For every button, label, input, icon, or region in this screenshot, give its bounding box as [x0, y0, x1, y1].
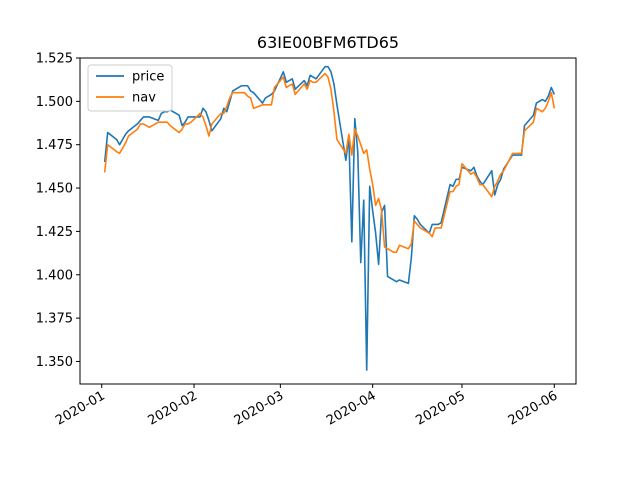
series-line-nav: [103, 72, 556, 254]
y-tick-label: 1.425: [36, 225, 73, 240]
plot-frame: [79, 57, 577, 385]
legend-label-price: price: [132, 70, 164, 85]
y-tick-label: 1.350: [36, 355, 73, 370]
legend: price nav: [87, 64, 173, 112]
y-tick-label: 1.500: [36, 95, 73, 110]
series-layer: [103, 65, 556, 371]
y-tick-label: 1.475: [36, 138, 73, 153]
series-line-price: [103, 65, 556, 371]
y-tick-label: 1.450: [36, 182, 73, 197]
y-tick-label: 1.375: [36, 312, 73, 327]
y-tick-label: 1.400: [36, 268, 73, 283]
y-tick-label: 1.525: [36, 52, 73, 67]
chart-title: 63IE00BFM6TD65: [257, 33, 399, 52]
y-axis: 1.350 1.375 1.400 1.425 1.450 1.475 1.500 1.525: [36, 52, 80, 370]
legend-label-nav: nav: [132, 91, 156, 106]
